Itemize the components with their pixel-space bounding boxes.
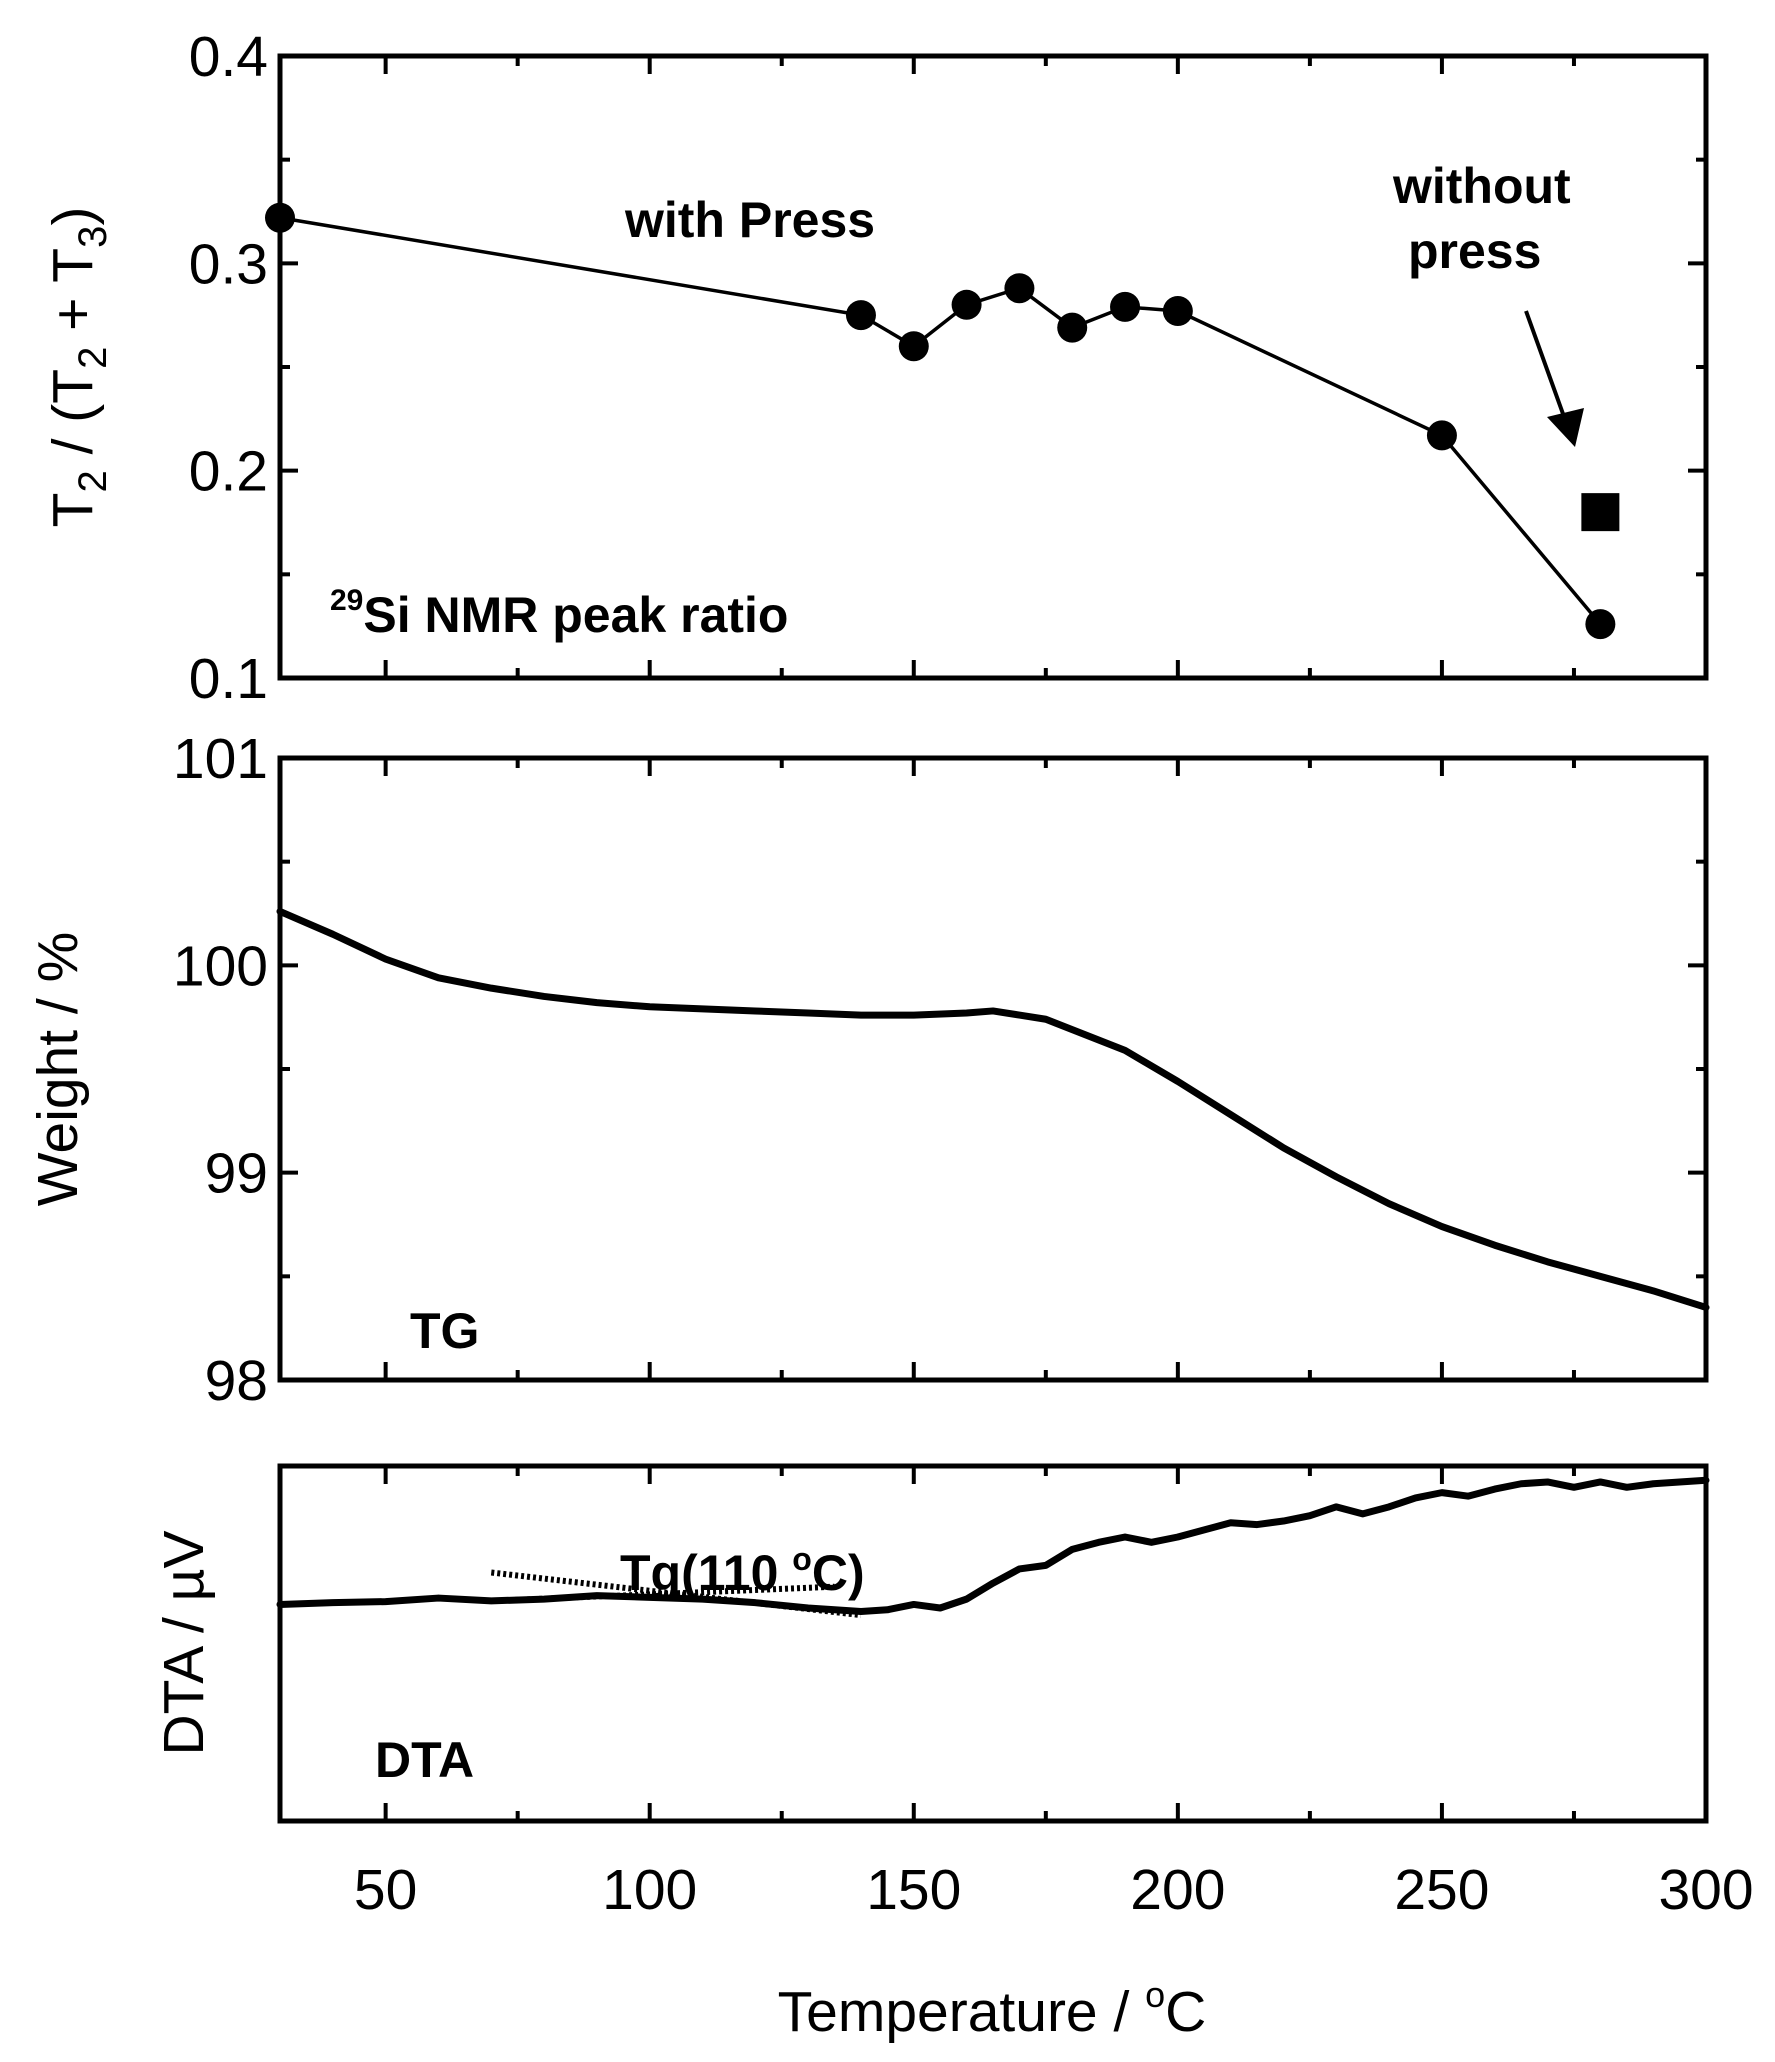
with-press-series-line (279, 215, 1602, 626)
nmr-data-points (265, 202, 1620, 640)
y-tick-label: 0.1 (189, 647, 268, 711)
tick-marks (280, 54, 1708, 680)
x-tick-label: 100 (602, 1858, 697, 1922)
arrow-icon (1524, 310, 1584, 447)
with-press-point (1004, 273, 1035, 304)
with-press-point (265, 202, 295, 233)
with-press-label: with Press (624, 192, 875, 248)
dta-curve (276, 1476, 1710, 1616)
tg-plot-frame (277, 755, 1709, 1383)
with-press-point (898, 331, 929, 362)
y-tick-labels: 0.1 0.2 0.3 0.4 (189, 25, 268, 711)
with-press-point (1585, 609, 1616, 640)
nmr-plot-frame (277, 53, 1709, 681)
tangent-lines (490, 1569, 862, 1619)
nmr-panel-label: 29Si NMR peak ratio (330, 584, 788, 643)
with-press-point (1426, 420, 1457, 451)
tangent-line (490, 1569, 862, 1619)
y-tick-label: 0.4 (189, 25, 268, 89)
dta-panel: DTA / µV Tg(110 oC) DTA (152, 1463, 1710, 1824)
without-press-point (1581, 493, 1620, 532)
x-tick-label: 150 (866, 1858, 961, 1922)
with-press-point (1057, 312, 1088, 343)
x-axis-title: Temperature / oC (778, 1974, 1207, 2044)
dta-panel-label: DTA (375, 1732, 474, 1788)
y-tick-label: 0.2 (189, 440, 268, 504)
y-tick-labels: 98 99 100 101 (173, 727, 268, 1413)
tg-panel: 98 99 100 101 Weight / % TG (26, 727, 1710, 1413)
tick-marks (383, 1466, 1708, 1821)
y-tick-label: 99 (205, 1142, 268, 1206)
tg-y-axis-title: Weight / % (26, 932, 90, 1207)
tg-panel-label: TG (410, 1303, 479, 1359)
x-tick-label: 250 (1394, 1858, 1489, 1922)
with-press-point (845, 300, 876, 331)
x-tick-label: 300 (1658, 1858, 1753, 1922)
y-tick-label: 98 (205, 1349, 268, 1413)
tg-curve (276, 907, 1710, 1311)
without-press-label-line1: without (1392, 158, 1571, 214)
dta-plot-frame (277, 1463, 1709, 1824)
x-tick-labels: 50 100 150 200 250 300 (354, 1858, 1754, 1922)
tick-marks (280, 756, 1708, 1382)
with-press-point (1110, 291, 1141, 322)
y-tick-label: 100 (173, 934, 268, 998)
tg-temperature-label: Tg(110 oC) (620, 1541, 865, 1601)
y-tick-label: 101 (173, 727, 268, 791)
with-press-point (951, 289, 982, 320)
without-press-label-line2: press (1408, 223, 1541, 279)
y-tick-label: 0.3 (189, 232, 268, 296)
dta-y-axis-title: DTA / µV (152, 1531, 216, 1756)
x-tick-label: 50 (354, 1858, 417, 1922)
nmr-y-axis-title: T2 / (T2 + T3) (41, 207, 115, 528)
with-press-point (1162, 296, 1193, 327)
x-tick-label: 200 (1130, 1858, 1225, 1922)
nmr-panel: 0.1 0.2 0.3 0.4 T2 / (T2 + T3) with Press w… (41, 25, 1709, 711)
